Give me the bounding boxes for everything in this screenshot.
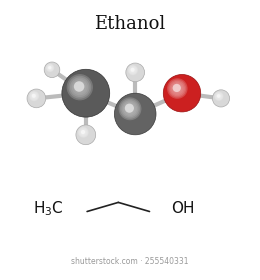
Text: H$_3$C: H$_3$C bbox=[33, 200, 64, 218]
Circle shape bbox=[47, 65, 53, 71]
Circle shape bbox=[78, 127, 89, 138]
Circle shape bbox=[214, 92, 224, 101]
Circle shape bbox=[123, 102, 137, 116]
Circle shape bbox=[121, 100, 139, 117]
Circle shape bbox=[67, 74, 93, 100]
Circle shape bbox=[27, 89, 46, 108]
Circle shape bbox=[130, 67, 135, 73]
Text: shutterstock.com · 255540331: shutterstock.com · 255540331 bbox=[71, 257, 189, 266]
Circle shape bbox=[79, 128, 88, 137]
Circle shape bbox=[48, 66, 52, 70]
Circle shape bbox=[215, 93, 222, 100]
Circle shape bbox=[119, 97, 141, 120]
Circle shape bbox=[70, 77, 90, 97]
Circle shape bbox=[62, 69, 110, 117]
Circle shape bbox=[170, 81, 185, 96]
Circle shape bbox=[163, 74, 201, 112]
Circle shape bbox=[215, 92, 223, 100]
Circle shape bbox=[76, 125, 96, 145]
Circle shape bbox=[217, 94, 220, 98]
Circle shape bbox=[217, 94, 221, 99]
Circle shape bbox=[120, 99, 140, 119]
Circle shape bbox=[30, 92, 38, 101]
Circle shape bbox=[81, 130, 85, 134]
Circle shape bbox=[168, 80, 186, 97]
Circle shape bbox=[129, 66, 137, 74]
Circle shape bbox=[48, 66, 51, 69]
Text: OH: OH bbox=[172, 201, 195, 216]
Circle shape bbox=[79, 128, 87, 136]
Circle shape bbox=[30, 92, 38, 100]
Circle shape bbox=[47, 65, 53, 71]
Circle shape bbox=[131, 68, 135, 72]
Circle shape bbox=[172, 83, 182, 94]
Circle shape bbox=[114, 93, 156, 135]
Circle shape bbox=[68, 76, 91, 99]
Circle shape bbox=[126, 63, 145, 82]
Circle shape bbox=[72, 79, 88, 95]
Circle shape bbox=[80, 129, 87, 136]
Circle shape bbox=[46, 64, 54, 72]
Circle shape bbox=[124, 103, 136, 115]
Text: Ethanol: Ethanol bbox=[94, 15, 166, 33]
Circle shape bbox=[167, 78, 188, 99]
Circle shape bbox=[31, 93, 37, 99]
Circle shape bbox=[128, 66, 137, 74]
Circle shape bbox=[73, 81, 86, 94]
Circle shape bbox=[44, 62, 60, 78]
Circle shape bbox=[173, 84, 181, 92]
Circle shape bbox=[130, 67, 136, 73]
Circle shape bbox=[212, 90, 230, 107]
Circle shape bbox=[171, 82, 184, 95]
Circle shape bbox=[216, 93, 222, 99]
Circle shape bbox=[74, 81, 84, 92]
Circle shape bbox=[81, 130, 86, 135]
Circle shape bbox=[128, 65, 138, 75]
Circle shape bbox=[46, 64, 54, 72]
Circle shape bbox=[29, 91, 39, 101]
Circle shape bbox=[31, 94, 37, 99]
Circle shape bbox=[32, 94, 36, 98]
Circle shape bbox=[125, 104, 134, 113]
